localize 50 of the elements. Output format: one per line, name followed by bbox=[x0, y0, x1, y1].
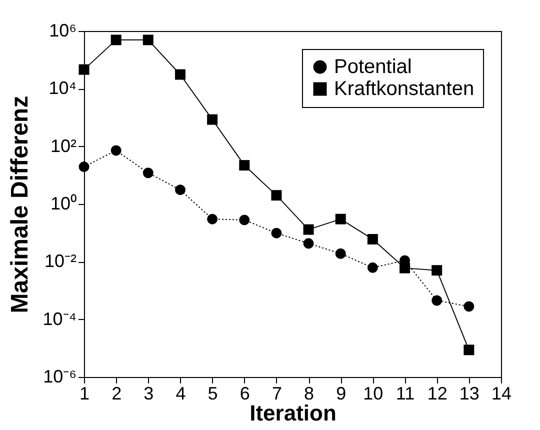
y-tick-label: 10⁴ bbox=[48, 78, 76, 98]
legend-label: Potential bbox=[334, 56, 412, 78]
point bbox=[174, 69, 186, 80]
x-tick-label: 9 bbox=[336, 384, 346, 404]
y-tick-label: 10⁶ bbox=[49, 20, 76, 40]
x-tick-label: 3 bbox=[144, 384, 154, 404]
point bbox=[303, 238, 314, 249]
point bbox=[78, 64, 90, 75]
point bbox=[207, 214, 218, 224]
x-tick-label: 11 bbox=[396, 384, 415, 404]
point bbox=[271, 228, 282, 238]
x-tick-label: 4 bbox=[176, 384, 186, 404]
point bbox=[110, 34, 122, 46]
legend-label: Kraftkonstanten bbox=[334, 78, 474, 100]
point bbox=[367, 262, 378, 273]
y-axis-title: Maximale Differenz bbox=[6, 96, 34, 314]
x-tick-label: 13 bbox=[459, 384, 480, 404]
x-tick-label: 14 bbox=[491, 384, 512, 404]
x-axis-title: Iteration bbox=[250, 400, 336, 426]
y-tick-label: 10⁻² bbox=[44, 251, 77, 272]
y-tick-label: 10⁻⁴ bbox=[42, 308, 76, 329]
point bbox=[464, 344, 474, 356]
x-tick-label: 1 bbox=[79, 384, 90, 404]
x-tick-label: 5 bbox=[208, 384, 218, 404]
point bbox=[110, 145, 122, 156]
point bbox=[400, 262, 410, 274]
point bbox=[239, 160, 250, 171]
point bbox=[335, 214, 346, 224]
point bbox=[142, 168, 154, 178]
point bbox=[174, 184, 186, 196]
point bbox=[207, 114, 218, 125]
point bbox=[432, 265, 442, 276]
x-tick-label: 6 bbox=[240, 384, 250, 404]
y-tick-label: 10⁰ bbox=[50, 194, 76, 214]
point bbox=[367, 234, 378, 244]
point bbox=[239, 214, 250, 226]
point bbox=[271, 190, 282, 201]
x-tick-label: 7 bbox=[272, 384, 282, 404]
x-tick-label: 8 bbox=[304, 384, 314, 404]
x-tick-label: 12 bbox=[427, 384, 448, 404]
point bbox=[142, 34, 154, 46]
x-tick-label: 2 bbox=[112, 384, 122, 404]
point bbox=[335, 248, 346, 259]
x-tick-label: 10 bbox=[363, 384, 384, 404]
point bbox=[432, 295, 442, 306]
point bbox=[303, 224, 314, 235]
y-tick-label: 10² bbox=[50, 136, 77, 156]
point bbox=[464, 301, 474, 312]
point bbox=[78, 162, 90, 172]
y-tick-label: 10⁻⁶ bbox=[43, 366, 76, 386]
